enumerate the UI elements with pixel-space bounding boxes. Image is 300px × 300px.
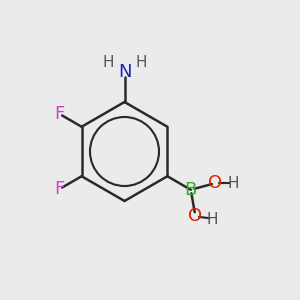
Text: N: N	[118, 63, 131, 81]
Text: H: H	[227, 176, 238, 191]
Text: H: H	[102, 55, 114, 70]
Text: F: F	[54, 105, 65, 123]
Text: F: F	[54, 180, 65, 198]
Text: B: B	[184, 181, 197, 199]
Text: O: O	[188, 207, 203, 225]
Text: H: H	[135, 55, 147, 70]
Text: H: H	[206, 212, 218, 227]
Text: O: O	[208, 174, 222, 192]
